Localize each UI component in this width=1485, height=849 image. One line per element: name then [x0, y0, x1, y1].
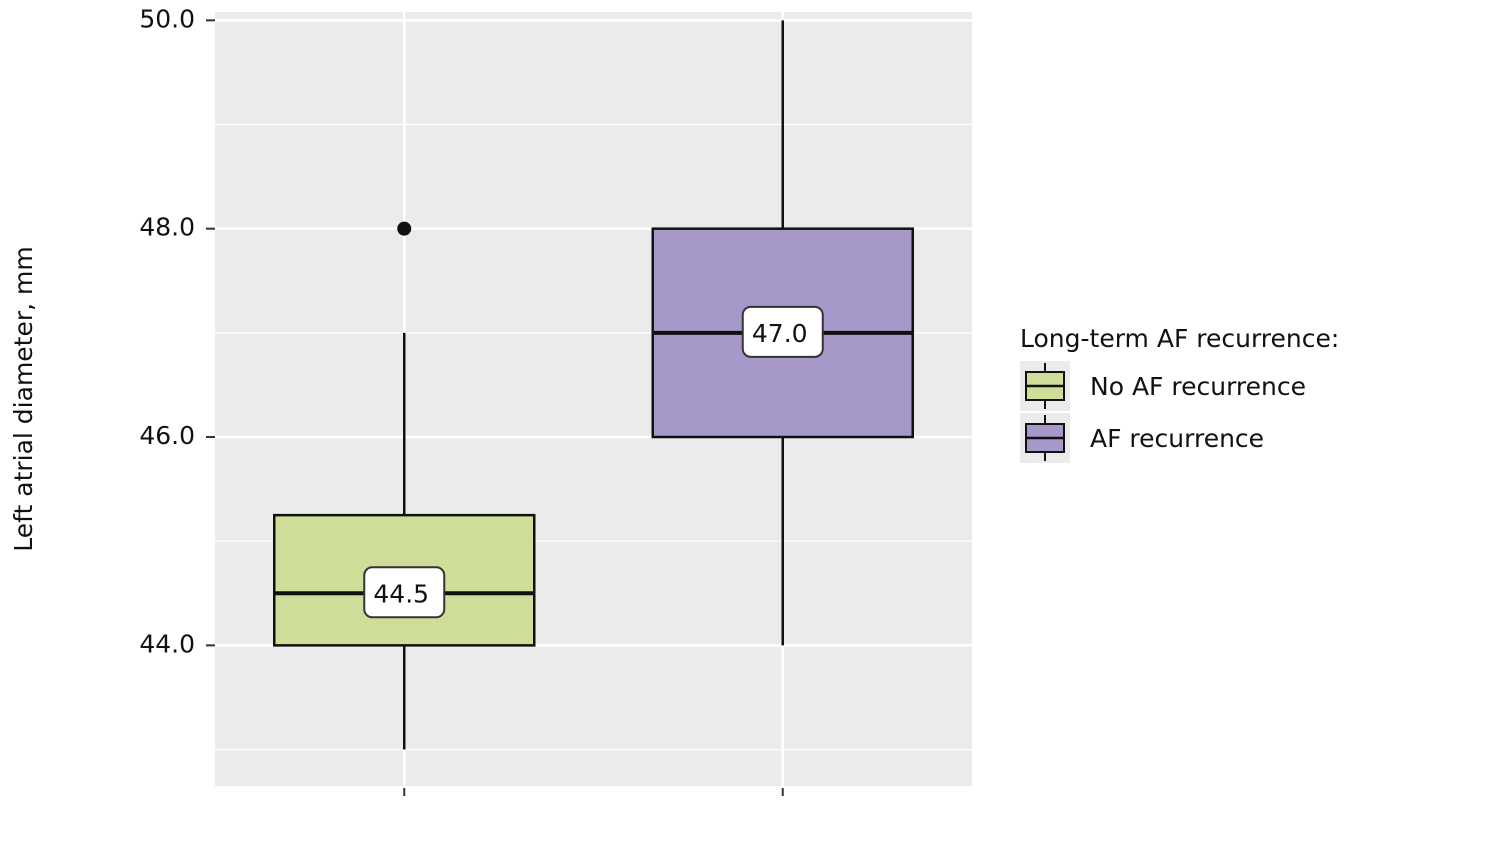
median-label-box: [363, 566, 446, 619]
y-axis-label: Left atrial diameter, mm: [9, 246, 38, 551]
y-tick-label: 44.0: [139, 629, 195, 658]
median-label: 47.0: [752, 319, 808, 348]
legend-title: Long-term AF recurrence:: [1020, 324, 1339, 353]
outlier: [397, 221, 412, 236]
y-tick-label: 48.0: [139, 213, 195, 242]
median-label: 44.5: [373, 579, 429, 608]
y-tick-label: 46.0: [139, 421, 195, 450]
legend-label: No AF recurrence: [1090, 372, 1306, 401]
legend-label: AF recurrence: [1090, 424, 1264, 453]
y-tick-label: 50.0: [139, 4, 195, 33]
median-label-box: [741, 305, 824, 358]
